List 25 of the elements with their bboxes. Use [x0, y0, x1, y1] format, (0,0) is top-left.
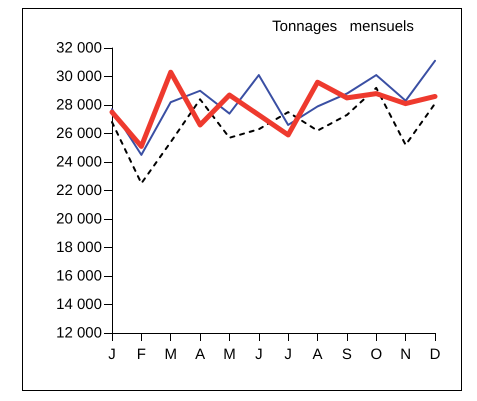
y-tick-label: 32 000: [56, 40, 102, 56]
chart-title: Tonnages mensuels: [272, 18, 414, 35]
y-tick-label: 28 000: [56, 96, 102, 114]
y-tick-label: 12 000: [56, 324, 102, 342]
y-tick-label: 22 000: [56, 182, 102, 199]
x-tick-label: A: [312, 346, 323, 363]
y-tick-label: 24 000: [56, 154, 102, 170]
x-tick-label: J: [108, 346, 116, 363]
x-tick-label: M: [223, 346, 236, 363]
x-tick-label: O: [370, 346, 382, 363]
x-tick-label: N: [400, 346, 412, 363]
x-tick-label: A: [195, 346, 206, 363]
y-tick-label: 18 000: [56, 239, 102, 256]
y-tick-label: 30 000: [56, 68, 102, 85]
x-tick-label: D: [430, 346, 441, 363]
y-tick-label: 20 000: [56, 210, 102, 228]
x-tick-label: F: [136, 346, 146, 363]
x-tick-label: M: [164, 346, 177, 363]
x-tick-label: S: [342, 346, 352, 363]
y-tick-label: 16 000: [56, 268, 102, 284]
x-tick-label: J: [284, 346, 292, 363]
y-tick-label: 14 000: [56, 296, 102, 313]
x-tick-label: J: [255, 346, 263, 363]
y-tick-label: 26 000: [56, 125, 102, 142]
line-series: [111, 60, 436, 156]
